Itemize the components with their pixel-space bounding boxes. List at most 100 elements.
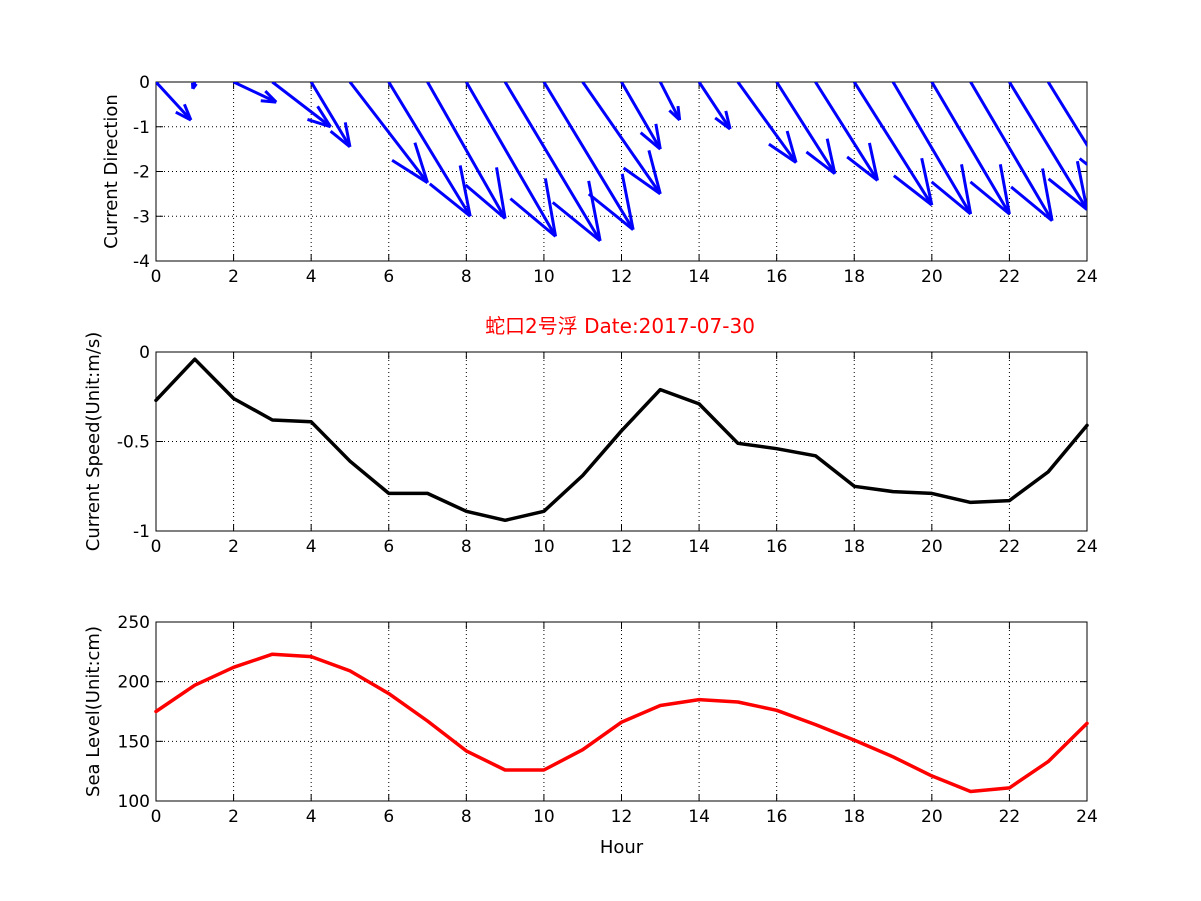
dir-arrow-shaft — [271, 82, 332, 128]
dir-arrow-head-a — [920, 157, 934, 206]
dir-arrow-shaft — [1008, 82, 1087, 211]
dir-arrow — [465, 82, 558, 238]
speed-ytick-label: -0.5 — [117, 433, 150, 453]
dir-arrow-head-b — [622, 166, 662, 196]
level-xtick-label: 0 — [151, 807, 162, 827]
dir-arrow-head-b — [714, 116, 732, 131]
dir-arrow-head-a — [785, 130, 798, 163]
speed-ylabel: Current Speed(Unit:m/s) — [83, 332, 104, 551]
level-xtick-label: 12 — [611, 807, 633, 827]
dir-arrow-head-a — [316, 105, 332, 128]
dir-xtick-label: 24 — [1076, 267, 1098, 287]
dir-arrow-shaft — [503, 82, 602, 242]
dir-arrow — [581, 82, 662, 196]
dir-arrow-shaft — [969, 82, 1054, 222]
dir-ytick-label: 0 — [139, 73, 150, 93]
speed-ytick-label: -1 — [133, 522, 150, 542]
speed-xtick-label: 10 — [533, 537, 555, 557]
dir-arrow-head-a — [587, 180, 602, 242]
dir-xtick-label: 20 — [921, 267, 943, 287]
dir-arrow-head-b — [668, 109, 681, 122]
level-xlabel: Hour — [600, 837, 644, 858]
dir-xtick-label: 18 — [843, 267, 865, 287]
dir-arrow — [891, 82, 973, 216]
dir-arrow — [348, 82, 429, 184]
dir-arrow — [271, 82, 332, 129]
level-xtick-label: 14 — [688, 807, 710, 827]
speed-xtick-label: 22 — [999, 537, 1021, 557]
speed-xtick-label: 24 — [1076, 537, 1098, 557]
dir-arrow-head-b — [509, 197, 557, 238]
dir-arrow-head-a — [1041, 168, 1054, 221]
dir-arrow-head-a — [343, 122, 352, 148]
dir-xtick-label: 22 — [999, 267, 1021, 287]
speed-xtick-label: 2 — [228, 537, 239, 557]
dir-arrow-head-a — [647, 150, 662, 195]
dir-arrow-shaft — [891, 82, 972, 215]
dir-xtick-label: 0 — [151, 267, 162, 287]
dir-arrow-shaft — [348, 82, 429, 184]
dir-arrow-head-a — [543, 178, 558, 237]
level-xtick-label: 16 — [766, 807, 788, 827]
speed-xtick-label: 12 — [611, 537, 633, 557]
dir-arrow-head-b — [1078, 157, 1087, 167]
dir-arrow-shaft — [775, 82, 837, 175]
dir-arrow-shaft — [697, 82, 732, 130]
dir-arrow-head-a — [620, 173, 635, 230]
dir-arrow — [503, 82, 602, 243]
dir-arrow — [620, 82, 662, 151]
dir-arrow-shaft — [156, 82, 193, 122]
dir-arrow-head-b — [391, 158, 429, 184]
dir-arrow-head-b — [846, 155, 879, 182]
dir-arrow — [814, 82, 879, 182]
dir-arrow-shaft — [232, 82, 277, 104]
dir-xtick-label: 14 — [688, 267, 710, 287]
dir-arrow-head-a — [1075, 160, 1087, 210]
dir-arrow — [190, 82, 198, 90]
dir-arrow-shaft — [658, 82, 682, 121]
dir-arrow-head-b — [329, 129, 351, 149]
dir-arrow — [969, 82, 1054, 222]
dir-arrow — [156, 82, 193, 122]
dir-arrow-head-b — [805, 150, 836, 175]
dir-arrow-head-a — [825, 138, 837, 175]
dir-ytick-label: -1 — [133, 118, 150, 138]
speed-xtick-label: 8 — [461, 537, 472, 557]
dir-arrow-shaft — [426, 82, 507, 220]
dir-arrow — [1008, 82, 1087, 211]
level-xtick-label: 4 — [306, 807, 317, 827]
dir-arrow-head-a — [724, 110, 732, 130]
dir-arrow — [426, 82, 507, 220]
dir-arrow — [387, 82, 472, 218]
level-xtick-label: 20 — [921, 807, 943, 827]
dir-arrow — [775, 82, 837, 175]
chart-title: 蛇口2号浮 Date:2017-07-30 — [485, 314, 755, 338]
dir-arrow-shaft — [309, 82, 352, 148]
dir-arrow — [658, 82, 682, 122]
dir-arrow — [736, 82, 798, 164]
level-xtick-label: 8 — [461, 807, 472, 827]
dir-arrow-head-b — [428, 182, 472, 218]
level-xtick-label: 6 — [383, 807, 394, 827]
dir-ytick-label: -2 — [133, 163, 150, 183]
speed-xtick-label: 18 — [843, 537, 865, 557]
dir-arrow-head-b — [175, 110, 192, 122]
dir-arrow-shaft — [852, 82, 934, 206]
dir-arrow-head-b — [969, 180, 1011, 216]
speed-xtick-label: 6 — [383, 537, 394, 557]
dir-ytick-label: -3 — [133, 207, 150, 227]
dir-xtick-label: 12 — [611, 267, 633, 287]
dir-ylabel: Current Direction — [101, 94, 122, 249]
level-xtick-label: 18 — [843, 807, 865, 827]
speed-xtick-label: 0 — [151, 537, 162, 557]
dir-arrow-head-b — [464, 183, 507, 220]
dir-arrow — [697, 82, 732, 131]
level-xtick-label: 24 — [1076, 807, 1098, 827]
dir-arrow-head-b — [892, 174, 933, 207]
level-xtick-label: 22 — [999, 807, 1021, 827]
level-xtick-label: 2 — [228, 807, 239, 827]
dir-arrow-head-a — [654, 123, 662, 150]
speed-ytick-label: 0 — [139, 343, 150, 363]
